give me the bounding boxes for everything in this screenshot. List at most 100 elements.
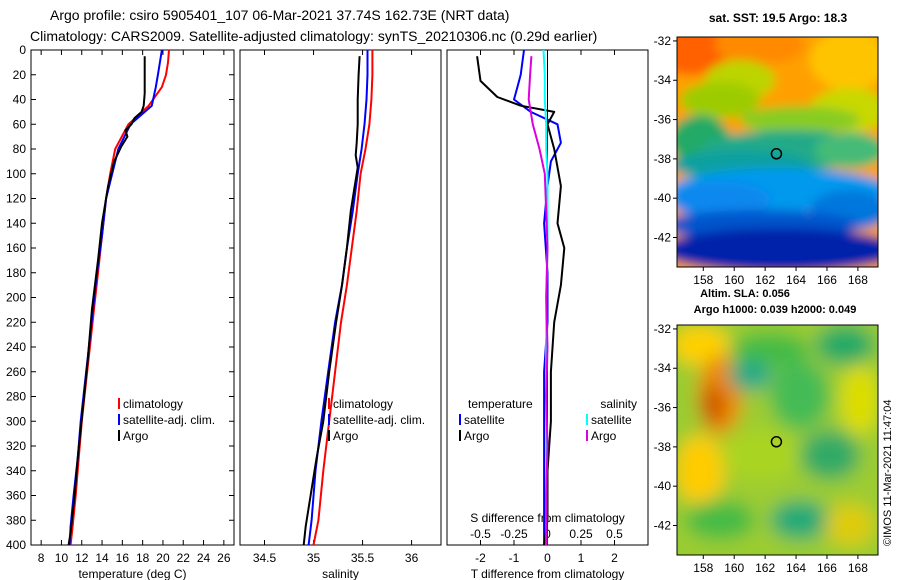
y-tick-label: 280 bbox=[6, 390, 26, 404]
imos-watermark: ©IMOS 11-Mar-2021 11:47:04 bbox=[882, 400, 894, 547]
y-tick-label: 340 bbox=[6, 464, 26, 478]
y-tick-label: 180 bbox=[6, 266, 26, 280]
legend-label: Argo bbox=[333, 429, 359, 443]
x-tick-label: 36 bbox=[405, 551, 419, 565]
x-tick-label: -2 bbox=[475, 551, 486, 565]
difference-chart: -2 -1 0 1 2 T difference from climatology -0.5… bbox=[446, 49, 649, 580]
x-tick-label: 14 bbox=[95, 551, 109, 565]
series-argo bbox=[302, 56, 361, 546]
legend-group-title: temperature bbox=[468, 397, 533, 411]
map-x-tick-label: 164 bbox=[786, 273, 806, 287]
x2-tick-label: -0.25 bbox=[500, 527, 528, 541]
y-tick-label: 360 bbox=[6, 489, 26, 503]
header-subtitle: Climatology: CARS2009. Satellite-adjuste… bbox=[30, 28, 597, 44]
salinity-profile-xlabel: salinity bbox=[322, 567, 359, 580]
map-y-tick-label: -34 bbox=[654, 361, 672, 375]
difference-profile-xlabel: T difference from climatology bbox=[471, 567, 625, 580]
y-tick-label: 400 bbox=[6, 538, 26, 552]
map-x-tick-label: 168 bbox=[848, 561, 868, 575]
y-tick-label: 140 bbox=[6, 216, 26, 230]
sst-map-title: sat. SST: 19.5 Argo: 18.3 bbox=[709, 11, 848, 25]
x2-tick-label: 0.25 bbox=[569, 527, 593, 541]
x-tick-label: 18 bbox=[136, 551, 150, 565]
sla-map-title: Altim. SLA: 0.056 bbox=[700, 288, 790, 300]
sla-field bbox=[677, 325, 878, 555]
x-tick-label: 16 bbox=[116, 551, 130, 565]
temperature-profile-frame bbox=[30, 49, 235, 546]
map-y-tick-label: -36 bbox=[654, 401, 672, 415]
argo-location-marker bbox=[770, 148, 783, 160]
temperature-profile-xlabel: temperature (deg C) bbox=[78, 567, 186, 580]
legend-label: Argo bbox=[591, 429, 617, 443]
map-x-tick-label: 160 bbox=[724, 561, 744, 575]
map-y-tick-label: -42 bbox=[654, 231, 672, 245]
map-x-tick-label: 160 bbox=[724, 273, 744, 287]
y-tick-label: 0 bbox=[19, 43, 26, 57]
y-tick-label: 120 bbox=[6, 192, 26, 206]
legend-label: climatology bbox=[333, 397, 393, 411]
map-y-tick-label: -32 bbox=[654, 322, 672, 336]
x-tick-label: -1 bbox=[509, 551, 520, 565]
map-y-tick-label: -32 bbox=[654, 34, 672, 48]
x-tick-label: 1 bbox=[578, 551, 585, 565]
x-tick-label: 12 bbox=[75, 551, 89, 565]
map-y-tick-label: -34 bbox=[654, 73, 672, 87]
legend-group-title: salinity bbox=[600, 397, 637, 411]
y-tick-label: 80 bbox=[13, 142, 27, 156]
x-tick-label: 22 bbox=[177, 551, 191, 565]
series-argo bbox=[67, 56, 146, 546]
x-tick-label: 35 bbox=[307, 551, 321, 565]
y-tick-label: 100 bbox=[6, 167, 26, 181]
legend-label: satellite-adj. clim. bbox=[123, 413, 215, 427]
series-temperature-argo bbox=[476, 56, 566, 546]
map-y-tick-label: -40 bbox=[654, 479, 672, 493]
series-climatology bbox=[312, 50, 374, 546]
map-y-tick-label: -38 bbox=[654, 440, 672, 454]
x2-tick-label: 0.5 bbox=[606, 527, 623, 541]
legend-label: satellite-adj. clim. bbox=[333, 413, 425, 427]
y-tick-label: 220 bbox=[6, 315, 26, 329]
x-tick-label: 0 bbox=[544, 551, 551, 565]
legend-label: Argo bbox=[464, 429, 490, 443]
x2-tick-label: -0.5 bbox=[470, 527, 491, 541]
x-tick-label: 20 bbox=[156, 551, 170, 565]
x-tick-label: 35.5 bbox=[351, 551, 375, 565]
sla-map: Altim. SLA: 0.056 Argo h1000: 0.039 h200… bbox=[654, 288, 879, 575]
legend-label: satellite bbox=[464, 413, 505, 427]
y-tick-label: 260 bbox=[6, 365, 26, 379]
map-x-tick-label: 162 bbox=[755, 273, 775, 287]
temperature-chart: 0 20 40 60 80 100 120 140 160 180 200 220 240 260 280 3… bbox=[6, 43, 235, 580]
map-y-tick-label: -40 bbox=[654, 191, 672, 205]
y-tick-label: 20 bbox=[13, 68, 27, 82]
x-tick-label: 10 bbox=[55, 551, 69, 565]
y-tick-label: 380 bbox=[6, 513, 26, 527]
y-tick-label: 60 bbox=[13, 117, 27, 131]
y-tick-label: 320 bbox=[6, 439, 26, 453]
y-tick-label: 240 bbox=[6, 340, 26, 354]
series-salinity-argo bbox=[527, 56, 549, 545]
map-x-tick-label: 168 bbox=[848, 273, 868, 287]
header-title: Argo profile: csiro 5905401_107 06-Mar-2… bbox=[50, 7, 509, 23]
map-y-tick-label: -36 bbox=[654, 113, 672, 127]
y-tick-label: 40 bbox=[13, 93, 27, 107]
map-y-tick-label: -42 bbox=[654, 519, 672, 533]
legend-label: satellite bbox=[591, 413, 632, 427]
map-x-tick-label: 158 bbox=[693, 273, 713, 287]
map-x-tick-label: 166 bbox=[817, 273, 837, 287]
salinity-chart: 34.5 35 35.5 36 salinity climatology satellite… bbox=[239, 49, 442, 580]
sla-map-subtitle: Argo h1000: 0.039 h2000: 0.049 bbox=[694, 304, 857, 316]
legend-label: climatology bbox=[123, 397, 183, 411]
x-tick-label: 24 bbox=[197, 551, 211, 565]
x-tick-label: 34.5 bbox=[253, 551, 277, 565]
map-x-tick-label: 164 bbox=[786, 561, 806, 575]
x-tick-label: 2 bbox=[611, 551, 618, 565]
sst-map: sat. SST: 19.5 Argo: 18.3 bbox=[654, 11, 879, 287]
x-tick-label: 26 bbox=[217, 551, 231, 565]
map-y-tick-label: -38 bbox=[654, 152, 672, 166]
map-x-tick-label: 166 bbox=[817, 561, 837, 575]
y-tick-label: 300 bbox=[6, 414, 26, 428]
sst-field bbox=[677, 37, 878, 267]
y-tick-label: 200 bbox=[6, 291, 26, 305]
legend-label: Argo bbox=[123, 429, 149, 443]
